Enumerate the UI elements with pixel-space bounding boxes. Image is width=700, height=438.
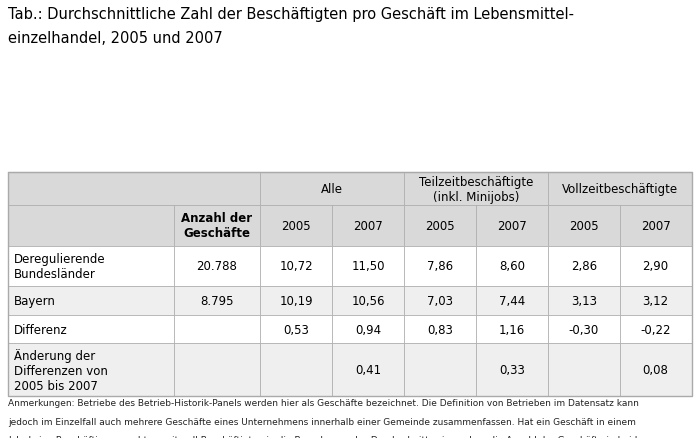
Text: 1,16: 1,16 xyxy=(498,323,525,336)
Text: Anzahl der
Geschäfte: Anzahl der Geschäfte xyxy=(181,212,253,240)
Text: Vollzeitbeschäftigte: Vollzeitbeschäftigte xyxy=(561,183,678,196)
Text: jedoch im Einzelfall auch mehrere Geschäfte eines Unternehmens innerhalb einer G: jedoch im Einzelfall auch mehrere Geschä… xyxy=(8,417,636,426)
Text: Anmerkungen: Betriebe des Betrieb-Historik-Panels werden hier als Geschäfte beze: Anmerkungen: Betriebe des Betrieb-Histor… xyxy=(8,399,639,408)
Text: Teilzeitbeschäftigte
(inkl. Minijobs): Teilzeitbeschäftigte (inkl. Minijobs) xyxy=(419,176,533,203)
Text: 0,41: 0,41 xyxy=(355,364,381,376)
Text: 20.788: 20.788 xyxy=(197,260,237,273)
Text: -0,30: -0,30 xyxy=(568,323,599,336)
Text: Tab.: Durchschnittliche Zahl der Beschäftigten pro Geschäft im Lebensmittel-: Tab.: Durchschnittliche Zahl der Beschäf… xyxy=(8,7,575,21)
Text: 2005: 2005 xyxy=(569,219,598,233)
Text: 2,90: 2,90 xyxy=(643,260,668,273)
Text: 10,56: 10,56 xyxy=(351,295,385,307)
Text: 2007: 2007 xyxy=(640,219,671,233)
Text: Differenz: Differenz xyxy=(14,323,68,336)
Text: Änderung der
Differenzen von
2005 bis 2007: Änderung der Differenzen von 2005 bis 20… xyxy=(14,348,108,392)
Text: 2007: 2007 xyxy=(497,219,526,233)
Text: Alle: Alle xyxy=(321,183,343,196)
Text: 0,33: 0,33 xyxy=(499,364,525,376)
Text: 3,12: 3,12 xyxy=(643,295,668,307)
Text: einzelhandel, 2005 und 2007: einzelhandel, 2005 und 2007 xyxy=(8,31,223,46)
Text: 7,86: 7,86 xyxy=(427,260,453,273)
Text: 0,83: 0,83 xyxy=(427,323,453,336)
Text: 10,19: 10,19 xyxy=(279,295,313,307)
Text: 2,86: 2,86 xyxy=(570,260,597,273)
Text: 11,50: 11,50 xyxy=(351,260,385,273)
Text: Bayern: Bayern xyxy=(14,295,56,307)
Text: 0,94: 0,94 xyxy=(355,323,381,336)
Text: 3,13: 3,13 xyxy=(570,295,596,307)
Text: 2005: 2005 xyxy=(425,219,455,233)
Text: 10,72: 10,72 xyxy=(279,260,313,273)
Text: Jahr keine Beschäftigung, geht es mit null Beschäftigten in die Berechnung des D: Jahr keine Beschäftigung, geht es mit nu… xyxy=(8,435,649,438)
Text: Deregulierende
Bundesländer: Deregulierende Bundesländer xyxy=(14,252,106,280)
Text: 0,08: 0,08 xyxy=(643,364,668,376)
Text: 8,60: 8,60 xyxy=(499,260,525,273)
Text: 7,44: 7,44 xyxy=(498,295,525,307)
Text: 0,53: 0,53 xyxy=(283,323,309,336)
Text: 2007: 2007 xyxy=(353,219,383,233)
Text: 8.795: 8.795 xyxy=(200,295,234,307)
Text: 7,03: 7,03 xyxy=(427,295,453,307)
Text: 2005: 2005 xyxy=(281,219,311,233)
Text: -0,22: -0,22 xyxy=(640,323,671,336)
